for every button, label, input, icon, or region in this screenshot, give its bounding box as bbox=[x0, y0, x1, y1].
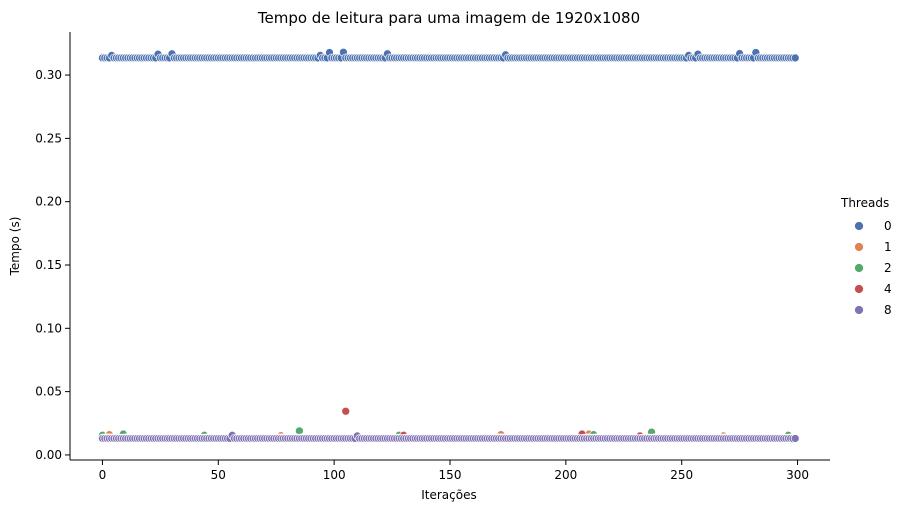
x-tick-label: 150 bbox=[439, 468, 462, 482]
legend-label-0: 0 bbox=[884, 219, 892, 233]
legend-marker-0 bbox=[854, 221, 864, 231]
legend-marker-1 bbox=[854, 242, 864, 252]
y-axis-title: Tempo (s) bbox=[8, 217, 22, 277]
x-tick-label: 250 bbox=[670, 468, 693, 482]
x-tick-label: 50 bbox=[211, 468, 226, 482]
legend: Threads 0 1 2 4 8 bbox=[840, 196, 892, 317]
series-8 bbox=[98, 430, 800, 444]
chart-title: Tempo de leitura para uma imagem de 1920… bbox=[257, 9, 640, 27]
legend-label-2: 2 bbox=[884, 261, 892, 275]
data-point bbox=[341, 406, 351, 416]
x-axis-title: Iterações bbox=[421, 488, 477, 502]
x-tick-label: 300 bbox=[786, 468, 809, 482]
y-tick-label: 0.30 bbox=[35, 68, 62, 82]
legend-marker-4 bbox=[854, 284, 864, 294]
legend-label-4: 4 bbox=[884, 282, 892, 296]
series-0 bbox=[98, 47, 800, 63]
legend-title: Threads bbox=[840, 196, 889, 210]
x-tick-label: 200 bbox=[554, 468, 577, 482]
y-tick-label: 0.05 bbox=[35, 385, 62, 399]
data-point bbox=[790, 434, 800, 443]
legend-marker-8 bbox=[854, 305, 864, 315]
data-point bbox=[790, 53, 800, 63]
x-tick-label: 100 bbox=[323, 468, 346, 482]
y-tick-label: 0.15 bbox=[35, 258, 62, 272]
y-tick-label: 0.00 bbox=[35, 448, 62, 462]
y-tick-label: 0.20 bbox=[35, 195, 62, 209]
y-tick-label: 0.10 bbox=[35, 321, 62, 335]
legend-label-8: 8 bbox=[884, 303, 892, 317]
axes: 0 50 100 150 200 250 300 0.00 0.05 0.10 0.15 0.20 0.… bbox=[35, 32, 830, 482]
y-tick-label: 0.25 bbox=[35, 131, 62, 145]
legend-marker-2 bbox=[854, 263, 864, 273]
plot-area bbox=[98, 47, 800, 444]
x-tick-label: 0 bbox=[99, 468, 107, 482]
legend-label-1: 1 bbox=[884, 240, 892, 254]
